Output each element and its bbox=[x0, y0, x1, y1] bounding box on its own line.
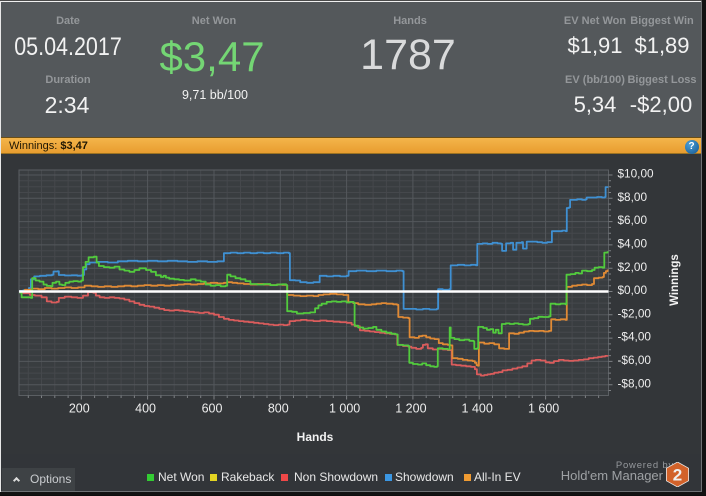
svg-text:2: 2 bbox=[673, 466, 682, 485]
